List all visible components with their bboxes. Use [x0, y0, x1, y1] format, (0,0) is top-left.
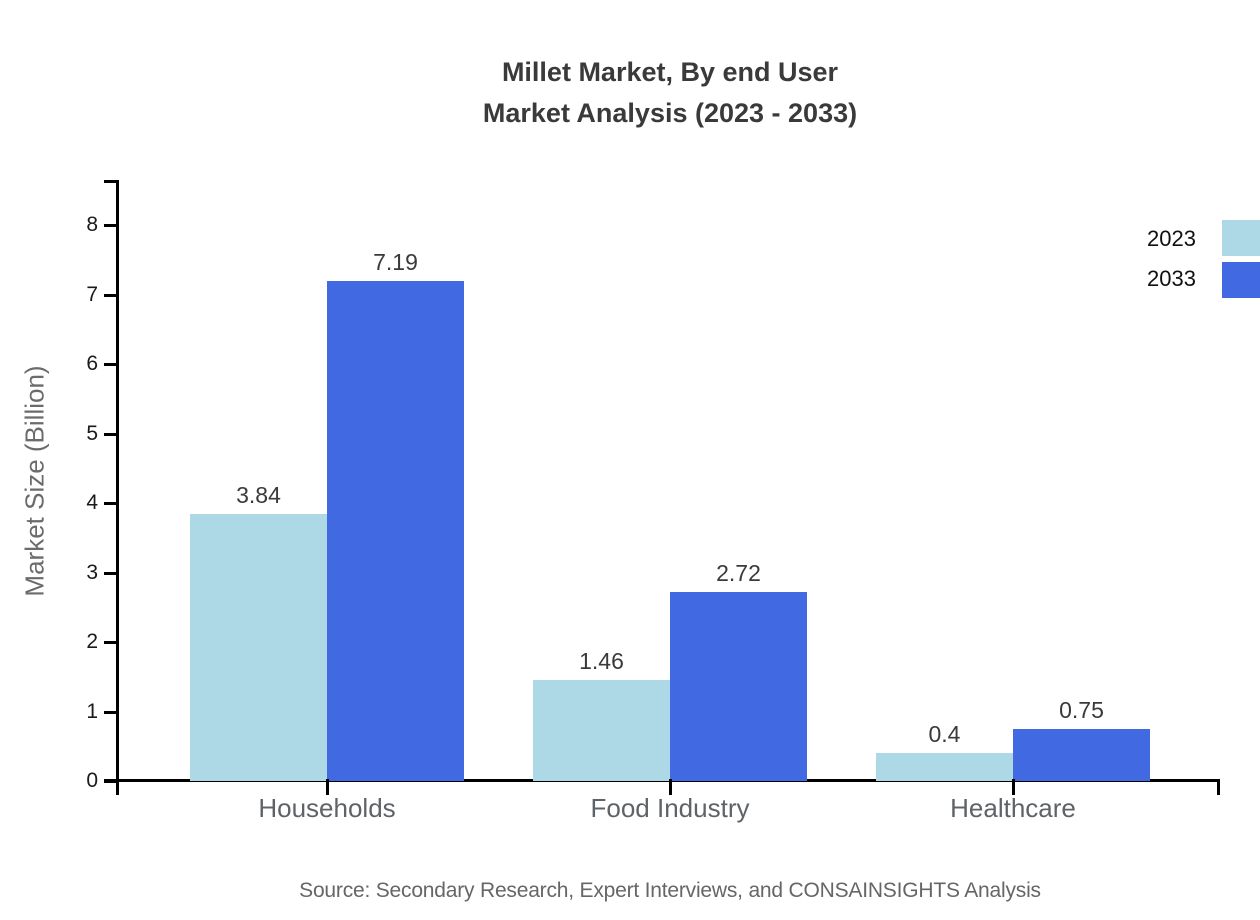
bar-2033-healthcare	[1013, 728, 1150, 781]
y-tick	[104, 363, 116, 366]
legend-label-2023: 2023	[1147, 226, 1196, 251]
y-tick-label: 5	[86, 421, 98, 445]
y-tick-label: 3	[86, 560, 98, 584]
chart-title-line2: Market Analysis (2023 - 2033)	[482, 98, 858, 128]
x-category-tick	[669, 779, 672, 795]
y-tick	[104, 710, 116, 714]
x-category-tick	[1012, 779, 1015, 795]
chart-title: Millet Market, By end User Market Analys…	[80, 52, 1260, 134]
y-tick-label: 7	[86, 282, 98, 306]
x-category-label: Households	[258, 793, 396, 823]
y-tick-label: 0	[86, 769, 98, 792]
bar-2023-healthcare	[876, 753, 1013, 781]
y-tick-label: 4	[86, 491, 98, 514]
legend-swatch-2033	[1222, 262, 1260, 298]
value-label: 1.46	[579, 647, 624, 674]
value-label: 7.19	[373, 249, 418, 276]
x-axis-end-cap	[1217, 779, 1220, 795]
legend-swatch-2023	[1222, 220, 1260, 256]
y-tick	[104, 293, 116, 297]
y-tick-label: 1	[86, 699, 98, 723]
value-label: 2.72	[716, 559, 761, 586]
x-category-label: Healthcare	[950, 793, 1076, 823]
y-tick	[104, 641, 116, 644]
bar-2023-households	[190, 514, 327, 781]
source-note: Source: Secondary Research, Expert Inter…	[299, 879, 1041, 902]
y-tick	[104, 502, 116, 505]
bar-2023-food-industry	[533, 679, 670, 781]
value-label: 0.4	[928, 721, 961, 748]
value-label: 3.84	[236, 482, 281, 509]
y-tick	[104, 432, 116, 436]
legend-label-2033: 2033	[1147, 266, 1196, 291]
y-axis-label: Market Size (Billion)	[19, 365, 50, 597]
y-axis-top-cap	[104, 180, 116, 183]
bar-2033-food-industry	[670, 591, 807, 781]
bar-2033-households	[327, 281, 464, 781]
x-category-label: Food Industry	[590, 793, 750, 823]
y-tick-label: 6	[86, 352, 98, 375]
y-tick-label: 2	[86, 630, 98, 653]
value-label: 0.75	[1059, 696, 1104, 723]
chart-title-line1: Millet Market, By end User	[501, 57, 839, 87]
y-tick-label: 8	[86, 213, 98, 236]
x-category-tick	[326, 779, 329, 795]
y-tick	[104, 571, 116, 575]
y-axis-spine	[116, 180, 119, 795]
y-tick	[104, 224, 116, 227]
y-tick	[104, 780, 116, 783]
